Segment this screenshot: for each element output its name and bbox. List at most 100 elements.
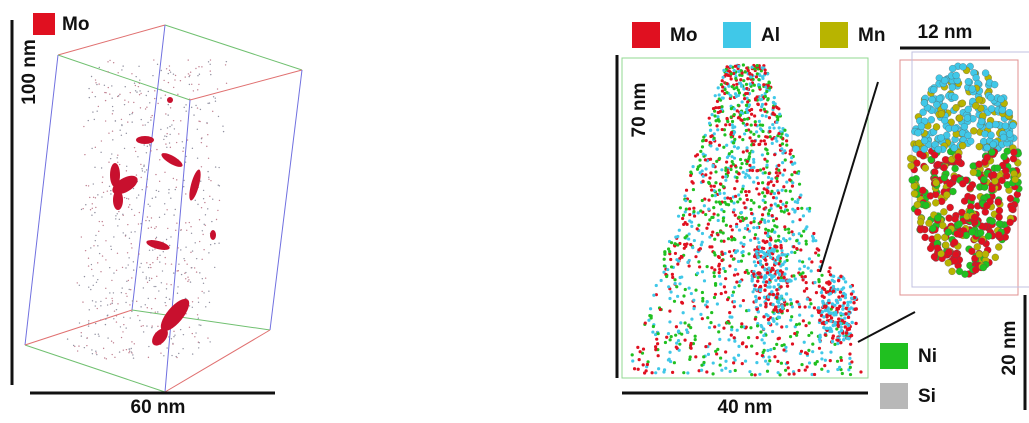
atom [812, 232, 815, 235]
atom [103, 192, 104, 193]
atom [137, 156, 138, 157]
atom [783, 169, 786, 172]
atom [182, 141, 183, 142]
atom [175, 230, 176, 231]
atom [119, 164, 120, 165]
atom [151, 115, 152, 116]
atom [716, 213, 719, 216]
atom [123, 349, 124, 350]
atom [710, 188, 713, 191]
atom [746, 149, 749, 152]
atom [110, 193, 111, 194]
atom [209, 102, 210, 103]
atom [827, 370, 830, 373]
atom [730, 255, 733, 258]
atom [706, 300, 709, 303]
atom [201, 291, 202, 292]
atom [203, 292, 204, 293]
atom [781, 306, 784, 309]
atom [770, 137, 773, 140]
atom [81, 236, 82, 237]
atom [148, 91, 149, 92]
atom [134, 147, 135, 148]
atom [982, 130, 989, 137]
atom [949, 268, 956, 275]
atom [133, 188, 134, 189]
atom [836, 342, 839, 345]
atom [166, 239, 167, 240]
atom [88, 323, 89, 324]
atom [663, 251, 666, 254]
atom [741, 72, 744, 75]
atom [759, 220, 762, 223]
atom [151, 327, 152, 328]
atom [762, 199, 765, 202]
atom [190, 226, 191, 227]
atom [184, 273, 185, 274]
atom [701, 299, 704, 302]
atom [724, 73, 727, 76]
atom [1009, 122, 1016, 129]
atom [724, 179, 727, 182]
atom [724, 350, 727, 353]
atom [708, 245, 711, 248]
atom [109, 60, 110, 61]
atom [157, 258, 158, 259]
atom [660, 279, 663, 282]
atom [785, 292, 788, 295]
atom [125, 302, 126, 303]
atom [733, 131, 736, 134]
right-atoms [631, 63, 863, 376]
atom [726, 321, 729, 324]
atom [780, 210, 783, 213]
atom [773, 355, 776, 358]
atom [791, 185, 794, 188]
atom [732, 201, 735, 204]
atom [759, 275, 762, 278]
atom [976, 143, 983, 150]
atom [754, 123, 757, 126]
atom [197, 107, 198, 108]
atom [177, 247, 178, 248]
atom [772, 285, 775, 288]
atom [746, 117, 749, 120]
atom [87, 337, 88, 338]
atom [116, 321, 117, 322]
atom [708, 235, 711, 238]
atom [801, 260, 804, 263]
atom [750, 113, 753, 116]
legend-label: Ni [918, 346, 937, 367]
atom [746, 169, 749, 172]
atom [188, 73, 189, 74]
atom [989, 218, 996, 225]
atom [775, 121, 778, 124]
atom [784, 346, 787, 349]
atom [655, 338, 658, 341]
atom [779, 285, 782, 288]
atom [808, 257, 811, 260]
atom [149, 277, 150, 278]
atom [198, 84, 199, 85]
atom [694, 355, 697, 358]
atom [842, 292, 845, 295]
atom [670, 241, 673, 244]
atom [140, 177, 141, 178]
atom [150, 312, 151, 313]
atom [174, 334, 175, 335]
atom [182, 151, 183, 152]
atom [770, 274, 773, 277]
atom [765, 280, 768, 283]
atom [732, 356, 735, 359]
atom [160, 129, 161, 130]
atom [930, 86, 937, 93]
atom [751, 290, 754, 293]
atom [637, 368, 640, 371]
atom [803, 290, 806, 293]
atom [668, 250, 671, 253]
atom [202, 234, 203, 235]
atom [139, 90, 140, 91]
atom [742, 63, 745, 66]
atom [117, 213, 118, 214]
atom [784, 369, 787, 372]
atom [775, 196, 778, 199]
